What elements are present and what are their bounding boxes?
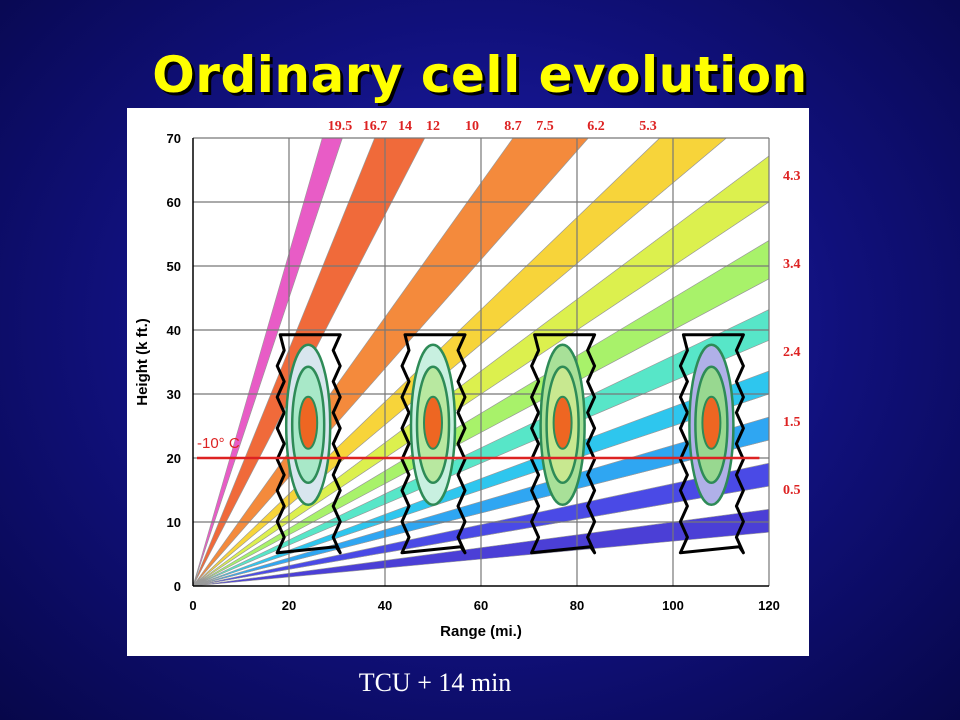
cell-outline bbox=[275, 333, 342, 555]
elevation-label: 14 bbox=[398, 119, 412, 134]
y-tick-label: 30 bbox=[167, 387, 181, 402]
x-tick-label: 120 bbox=[758, 598, 780, 613]
y-tick-label: 20 bbox=[167, 451, 181, 466]
y-tick-label: 0 bbox=[174, 579, 181, 594]
storm-cell bbox=[530, 333, 597, 555]
elevation-label: 5.3 bbox=[639, 119, 657, 134]
top-elevation-labels: 19.5 16.7 14 12 10 8.7 7.5 6.2 5.3 bbox=[328, 119, 657, 134]
cell-core bbox=[701, 395, 722, 450]
elevation-label: 3.4 bbox=[783, 257, 801, 272]
elevation-label: 16.7 bbox=[363, 119, 388, 134]
elevation-label: 10 bbox=[465, 119, 479, 134]
isotherm-label: -10° C bbox=[197, 435, 240, 452]
y-tick-label: 40 bbox=[167, 323, 181, 338]
elevation-label: 4.3 bbox=[783, 169, 801, 184]
elevation-label: 8.7 bbox=[504, 119, 522, 134]
right-elevation-labels: 4.3 3.4 2.4 1.5 0.5 bbox=[783, 169, 801, 498]
elevation-label: 7.5 bbox=[536, 119, 554, 134]
x-tick-label: 20 bbox=[282, 598, 296, 613]
cell-outline bbox=[678, 333, 745, 555]
storm-cell bbox=[400, 333, 467, 555]
x-tick-label: 60 bbox=[474, 598, 488, 613]
slide-title: Ordinary cell evolution bbox=[152, 46, 808, 104]
x-tick-label: 40 bbox=[378, 598, 392, 613]
cell-core bbox=[298, 395, 319, 450]
x-tick-label: 0 bbox=[189, 598, 196, 613]
axes: 0 20 40 60 80 100 120 0 10 20 30 40 50 60 70 Range (mi.… bbox=[134, 131, 780, 640]
y-axis-label: Height (k ft.) bbox=[134, 318, 151, 406]
elevation-label: 12 bbox=[426, 119, 440, 134]
elevation-label: 6.2 bbox=[587, 119, 605, 134]
y-tick-label: 10 bbox=[167, 515, 181, 530]
elevation-label: 1.5 bbox=[783, 415, 801, 430]
y-tick-label: 50 bbox=[167, 259, 181, 274]
elevation-label: 0.5 bbox=[783, 483, 801, 498]
beam-elevation-chart: 0 20 40 60 80 100 120 0 10 20 30 40 50 60 70 Range (mi.… bbox=[134, 119, 801, 640]
time-caption: TCU + 14 min bbox=[358, 668, 512, 697]
x-tick-label: 80 bbox=[570, 598, 584, 613]
elevation-label: 19.5 bbox=[328, 119, 353, 134]
storm-cell bbox=[275, 333, 342, 555]
x-axis-label: Range (mi.) bbox=[440, 623, 522, 640]
cell-core bbox=[423, 395, 443, 450]
storm-cells bbox=[275, 333, 745, 555]
cell-core bbox=[552, 395, 573, 450]
y-tick-label: 60 bbox=[167, 195, 181, 210]
isotherm-line: -10° C bbox=[197, 435, 760, 460]
storm-cell bbox=[678, 333, 745, 555]
x-tick-label: 100 bbox=[662, 598, 684, 613]
cell-outline bbox=[530, 333, 597, 555]
elevation-label: 2.4 bbox=[783, 345, 801, 360]
radar-beam-diagram: 0 20 40 60 80 100 120 0 10 20 30 40 50 60 70 Range (mi.… bbox=[127, 108, 809, 656]
y-tick-label: 70 bbox=[167, 131, 181, 146]
cell-outline bbox=[400, 333, 467, 555]
